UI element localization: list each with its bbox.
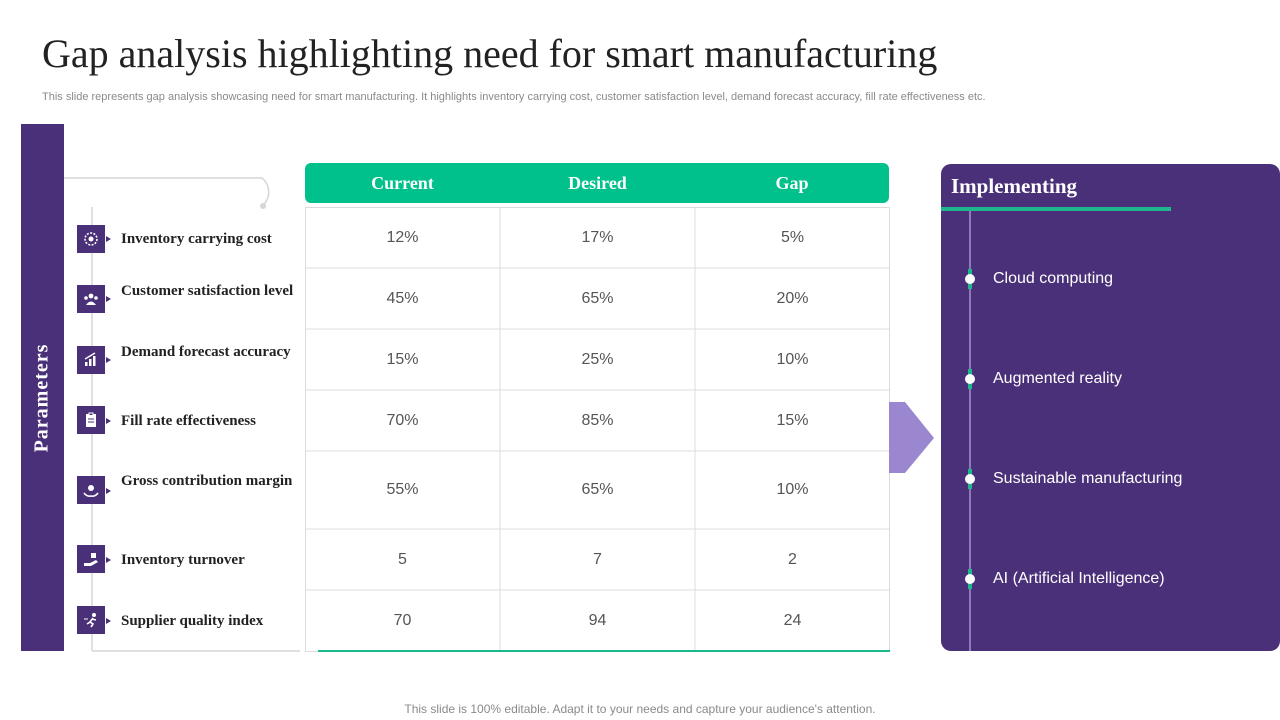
table-cell: 12% — [386, 228, 419, 246]
table-cell: 65% — [581, 289, 614, 307]
table-cell: 10% — [776, 350, 809, 368]
row-label: Customer satisfaction level — [121, 283, 294, 299]
timeline-dot — [965, 474, 975, 484]
timeline-dot — [965, 274, 975, 284]
table-cell: 7 — [593, 550, 602, 568]
row-label: Fill rate effectiveness — [121, 413, 256, 429]
table-cell: 5 — [398, 550, 407, 568]
header-gap: Gap — [775, 173, 809, 193]
header-current: Current — [371, 173, 434, 193]
implementing-item: AI (Artificial Intelligence) — [993, 570, 1165, 587]
row-pointer — [106, 236, 111, 242]
table-cell: 2 — [788, 550, 797, 568]
table-cell: 20% — [776, 289, 809, 307]
parameters-band — [21, 124, 64, 651]
table-cell: 55% — [386, 481, 419, 498]
row-pointer — [106, 296, 111, 302]
table-cell: 25% — [581, 350, 614, 368]
implementing-underline — [941, 207, 1171, 211]
clipboard-icon — [77, 406, 105, 434]
header-desired: Desired — [568, 173, 627, 193]
hand-coin-icon — [77, 476, 105, 504]
table-cell: 65% — [581, 481, 614, 498]
table-cell: 85% — [581, 411, 614, 429]
timeline-dot — [965, 574, 975, 584]
customers-icon — [77, 285, 105, 313]
row-pointer — [106, 357, 111, 363]
implementing-item: Cloud computing — [993, 270, 1114, 287]
row-label: Demand forecast accuracy — [121, 344, 291, 360]
bar-growth-icon — [77, 346, 105, 374]
page-subtitle: This slide represents gap analysis showc… — [42, 91, 986, 103]
table-bottom-accent — [318, 650, 890, 652]
gear-coin-icon — [77, 225, 105, 253]
table-header: Current Desired Gap — [305, 163, 889, 203]
table-cell: 45% — [386, 289, 419, 307]
implementing-item: Augmented reality — [993, 370, 1122, 387]
table-gridlines — [305, 207, 890, 652]
table-cell: 15% — [776, 411, 809, 429]
implementing-title: Implementing — [951, 174, 1077, 198]
hand-box-icon — [77, 545, 105, 573]
row-pointer — [106, 418, 111, 424]
row-label: Supplier quality index — [121, 613, 264, 629]
table-cell: 70% — [386, 411, 419, 429]
row-label: Gross contribution margin — [121, 473, 293, 489]
table-cell: 5% — [780, 228, 805, 246]
table-cell: 24 — [783, 612, 802, 629]
row-pointer — [106, 488, 111, 494]
implementing-panel — [941, 164, 1280, 651]
row-pointer — [106, 557, 111, 563]
page-title: Gap analysis highlighting need for smart… — [42, 31, 938, 76]
table-cell: 17% — [581, 228, 614, 246]
timeline-dot — [965, 374, 975, 384]
chevron-right-icon — [889, 402, 934, 473]
table-cell: 70 — [393, 612, 412, 629]
row-label: Inventory carrying cost — [121, 231, 272, 247]
implementing-item: Sustainable manufacturing — [993, 470, 1183, 487]
row-pointer — [106, 618, 111, 624]
table-cell: 94 — [588, 612, 607, 629]
footer-note: This slide is 100% editable. Adapt it to… — [404, 702, 876, 716]
timeline-line — [969, 211, 971, 651]
table-cell: 15% — [386, 350, 419, 368]
runner-icon — [77, 606, 105, 634]
gap-table: 12% 17% 5% 45% 65% 20% 15% 25% 10% 70% 8… — [305, 207, 890, 652]
row-label: Inventory turnover — [121, 552, 245, 568]
table-cell: 10% — [776, 481, 809, 498]
